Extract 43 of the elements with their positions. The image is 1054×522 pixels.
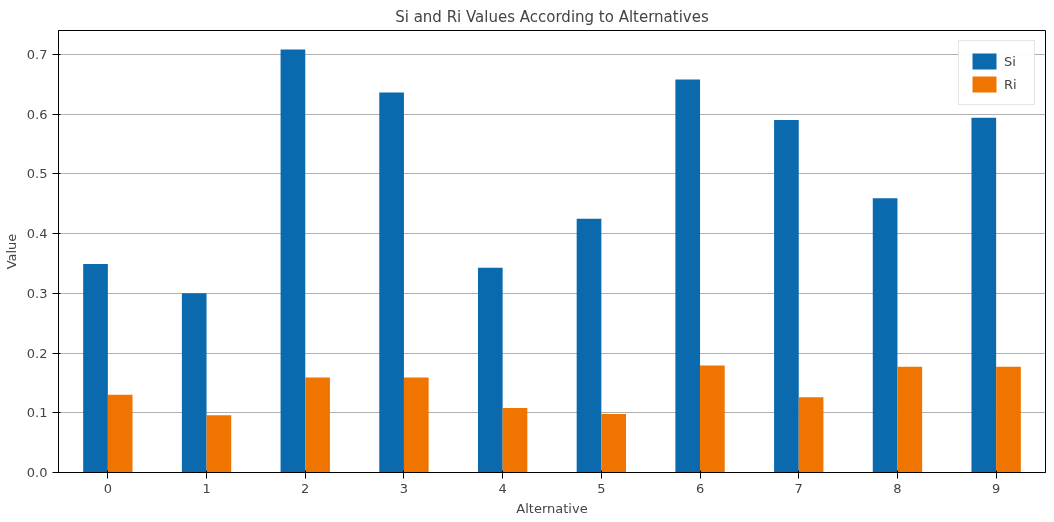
bar (206, 415, 232, 473)
y-tick-label: 0.6 (26, 106, 48, 122)
x-tick-label: 9 (992, 480, 1001, 496)
bar (107, 394, 133, 473)
y-axis-title: Value (3, 233, 19, 270)
bar (280, 49, 306, 473)
bar (897, 366, 923, 473)
y-tick-label: 0.4 (26, 226, 48, 242)
bar (502, 407, 528, 473)
bar (774, 120, 799, 473)
y-tick-label: 0.2 (26, 345, 48, 361)
y-tick-label: 0.5 (26, 166, 48, 182)
x-tick-label: 1 (202, 480, 211, 496)
bar (477, 267, 503, 473)
legend-label: Si (1004, 53, 1017, 69)
bar (379, 92, 404, 473)
y-tick-label: 0.3 (26, 285, 48, 301)
x-tick-label: 0 (103, 480, 112, 496)
bar (996, 366, 1021, 473)
chart-title: Si and Ri Values According to Alternatives (395, 7, 709, 26)
x-tick-label: 4 (498, 480, 507, 496)
bar (971, 117, 997, 473)
bar (872, 198, 898, 473)
x-tick-label: 3 (399, 480, 409, 496)
bar (403, 377, 429, 473)
bar (700, 365, 725, 473)
legend-label: Ri (1004, 76, 1018, 92)
x-axis-title: Alternative (516, 500, 588, 516)
x-tick-label: 7 (794, 480, 803, 496)
bar (675, 79, 701, 473)
x-tick-label: 2 (301, 480, 310, 496)
y-tick-label: 0.7 (26, 46, 48, 62)
y-tick-label: 0.1 (26, 405, 48, 421)
x-tick-label: 8 (893, 480, 902, 496)
x-tick-label: 5 (597, 480, 606, 496)
bar (798, 397, 824, 473)
y-tick-label: 0.0 (26, 465, 48, 480)
x-tick-label: 6 (695, 480, 705, 496)
bar (601, 413, 627, 473)
bar (576, 218, 602, 473)
bar (181, 293, 207, 473)
bar (305, 377, 330, 473)
bar (83, 264, 108, 473)
